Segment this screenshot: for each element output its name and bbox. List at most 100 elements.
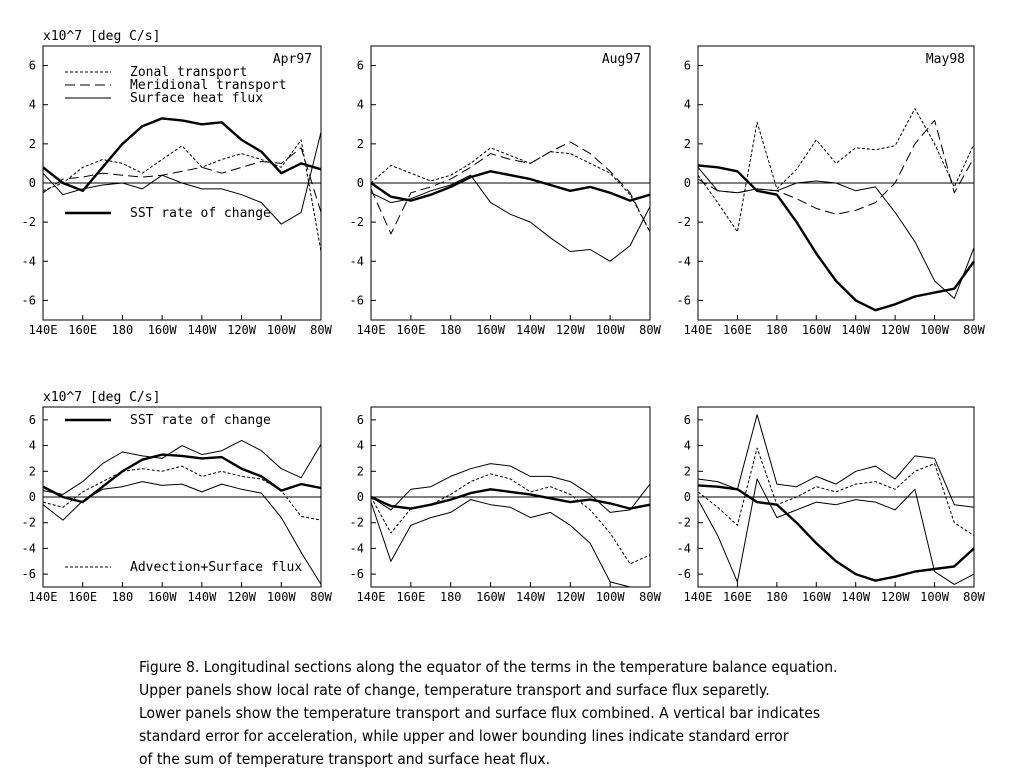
x-tick-label: 140E [684,323,713,337]
legend-label: SST rate of change [130,206,271,221]
y-axis-unit-label: x10^7 [deg C/s] [43,390,160,405]
legend-label: Meridional transport [130,78,287,93]
x-tick-label: 180 [440,590,462,604]
x-tick-label: 140W [516,323,546,337]
series-meridional-transport [42,147,322,213]
x-tick-label: 120W [227,323,257,337]
series-sst-rate-of-change [370,488,651,510]
x-tick-label: 100W [267,323,297,337]
y-tick-label: -6 [677,293,691,307]
x-tick-label: 160W [802,590,832,604]
x-tick-label: 100W [267,590,297,604]
y-tick-label: 2 [357,464,364,478]
y-axis-unit-label: x10^7 [deg C/s] [43,29,160,44]
series-zonal-transport [370,147,651,233]
x-tick-label: 140E [357,590,386,604]
x-tick-label: 180 [440,323,462,337]
panel-lower-right: 6 4 2 0 -2 -4 -6 140E 160E 180 160W 140W 120W 100W 80W [677,406,986,604]
y-tick-label: 4 [357,439,364,453]
y-tick-label: 6 [684,59,691,73]
x-tick-label: 160E [723,323,752,337]
x-tick-label: 80W [963,590,985,604]
legend-label: Surface heat flux [130,91,263,106]
y-tick-label: 0 [29,176,36,190]
panel-upper-right: 6 4 2 0 -2 -4 -6 140E 160E 180 160W 140W 120W 100W 80W… [677,45,986,337]
panel-lower-left: 6 4 2 0 -2 -4 -6 140E 160E 180 160W 140W 120W 100W 80W… [22,390,333,604]
y-tick-label: -6 [22,293,36,307]
figure: 6 4 2 0 -2 -4 -6 140E 160E 180 160W 140W 120W 100W 80W… [22,29,986,604]
y-tick-label: 4 [29,439,36,453]
series-upper-bound [697,414,975,508]
y-tick-label: -2 [677,215,691,229]
y-tick-label: -6 [350,293,364,307]
x-tick-label: 80W [639,590,661,604]
legend-label: Zonal transport [130,65,247,80]
series-upper-bound [370,463,651,513]
y-tick-label: -2 [350,516,364,530]
x-tick-label: 160W [802,323,832,337]
y-tick-label: 2 [357,137,364,151]
legend-label: Advection+Surface flux [130,560,302,575]
x-tick-label: 160W [148,590,178,604]
x-tick-label: 120W [881,323,911,337]
x-tick-label: 140W [516,590,546,604]
series-advection-surface-flux [370,473,651,565]
y-tick-label: -2 [677,516,691,530]
y-tick-label: -6 [350,567,364,581]
y-tick-label: 6 [29,59,36,73]
series-zonal-transport [42,139,322,252]
x-tick-label: 180 [112,590,134,604]
x-tick-label: 160W [476,323,506,337]
y-tick-label: 4 [684,439,691,453]
y-tick-label: 6 [357,413,364,427]
panel-title: Aug97 [602,52,641,67]
series-sst-rate-of-change [42,117,322,193]
series-surface-heat-flux [697,166,975,299]
y-tick-label: -6 [22,567,36,581]
series-lower-bound [42,481,322,585]
x-tick-label: 100W [596,323,626,337]
caption-line-4: standard error for acceleration, while u… [139,727,789,745]
y-tick-label: 2 [29,137,36,151]
series-surface-heat-flux [42,131,322,225]
x-tick-label: 80W [963,323,985,337]
x-tick-label: 120W [556,590,586,604]
y-tick-label: 6 [29,413,36,427]
x-tick-label: 180 [766,323,788,337]
x-tick-label: 140E [29,323,58,337]
series-sst-rate-of-change [370,170,651,202]
y-tick-label: 2 [29,464,36,478]
x-tick-label: 100W [920,323,950,337]
y-tick-label: 6 [684,413,691,427]
x-tick-label: 160W [476,590,506,604]
panel-title: May98 [926,52,965,67]
x-tick-label: 160W [148,323,178,337]
y-tick-label: -2 [350,215,364,229]
x-tick-label: 120W [556,323,586,337]
panel-upper-left: 6 4 2 0 -2 -4 -6 140E 160E 180 160W 140W 120W 100W 80W… [22,29,333,337]
y-tick-label: 4 [29,98,36,112]
x-tick-label: 80W [310,323,332,337]
y-tick-label: 0 [684,490,691,504]
x-tick-label: 140E [29,590,58,604]
series-upper-bound [42,439,322,495]
y-tick-label: -4 [350,254,364,268]
y-tick-label: 2 [684,137,691,151]
series-lower-bound [697,478,975,585]
y-tick-label: -4 [677,254,691,268]
x-tick-label: 80W [310,590,332,604]
y-tick-label: -4 [350,541,364,555]
caption-line-5: of the sum of temperature transport and … [139,750,551,768]
series-sst-rate-of-change [697,164,975,312]
y-tick-label: 4 [684,98,691,112]
x-tick-label: 140W [841,590,871,604]
y-tick-label: 0 [684,176,691,190]
x-tick-label: 100W [596,590,626,604]
panel-lower-middle: 6 4 2 0 -2 -4 -6 140E 160E 180 160W 140W 120W 100W 80W [350,406,662,604]
x-tick-label: 140W [841,323,871,337]
x-tick-label: 160E [396,323,425,337]
panel-title: Apr97 [273,52,312,67]
x-tick-label: 160E [68,590,97,604]
x-tick-label: 140E [357,323,386,337]
series-surface-heat-flux [370,174,651,262]
